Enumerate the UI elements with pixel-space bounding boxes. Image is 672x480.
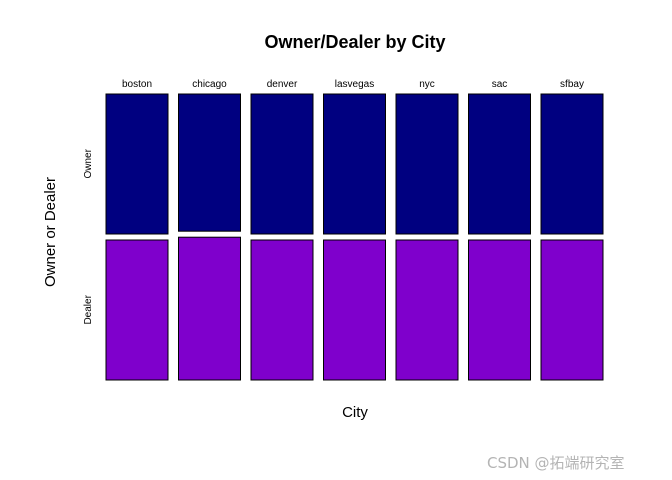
watermark: CSDN @拓端研究室	[487, 454, 625, 472]
tile-owner-lasvegas	[323, 93, 386, 235]
tile-owner-nyc	[395, 93, 459, 235]
y-axis-title: Owner or Dealer	[42, 177, 59, 287]
x-axis-title: City	[342, 404, 368, 421]
tile-dealer-nyc	[395, 239, 459, 381]
tile-owner-sfbay	[540, 93, 604, 235]
tile-dealer-chicago	[178, 236, 241, 381]
city-label-nyc: nyc	[419, 79, 435, 90]
tile-owner-boston	[105, 93, 169, 235]
city-label-denver: denver	[267, 79, 298, 90]
tile-owner-denver	[250, 93, 314, 235]
tile-dealer-sac	[468, 239, 531, 381]
city-label-chicago: chicago	[192, 79, 227, 90]
row-label-dealer: Dealer	[83, 294, 94, 324]
city-label-sfbay: sfbay	[560, 79, 584, 90]
tile-dealer-lasvegas	[323, 239, 386, 381]
tile-owner-chicago	[178, 93, 241, 232]
tile-dealer-denver	[250, 239, 314, 381]
row-label-owner: Owner	[83, 148, 94, 178]
tile-owner-sac	[468, 93, 531, 235]
city-label-boston: boston	[122, 79, 152, 90]
mosaic-plot: boston chicago denver lasvegas nyc sac sfbay Ow…	[83, 79, 604, 381]
city-label-sac: sac	[492, 79, 508, 90]
chart-title: Owner/Dealer by City	[264, 32, 445, 52]
tile-dealer-boston	[105, 239, 169, 381]
tile-dealer-sfbay	[540, 239, 604, 381]
city-label-lasvegas: lasvegas	[335, 79, 374, 90]
